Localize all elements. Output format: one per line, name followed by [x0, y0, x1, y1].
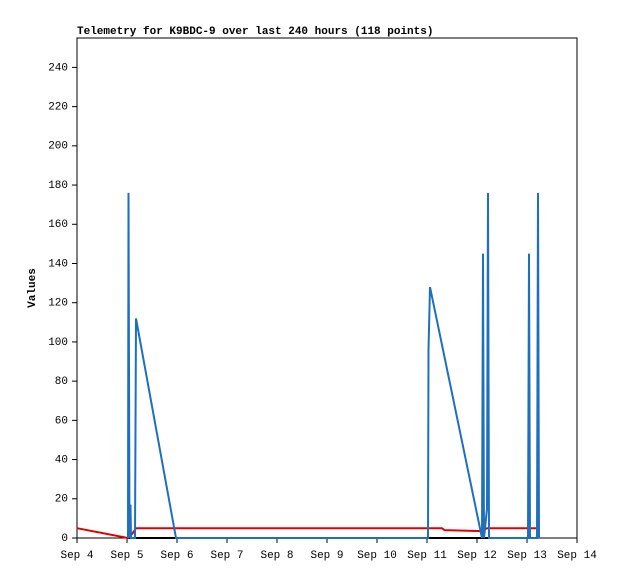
series-line	[127, 192, 540, 539]
x-tick-label: Sep 5	[110, 550, 143, 562]
y-tick-label: 120	[48, 298, 68, 310]
x-tick-label: Sep 6	[160, 550, 193, 562]
y-tick-label: 180	[48, 180, 68, 192]
y-tick-label: 60	[55, 415, 68, 427]
x-tick-label: Sep 14	[557, 550, 597, 562]
y-tick-label: 240	[48, 62, 68, 74]
y-tick-label: 220	[48, 102, 68, 114]
y-tick-label: 20	[55, 494, 68, 506]
x-tick-label: Sep 12	[457, 550, 497, 562]
y-tick-label: 0	[61, 533, 68, 545]
y-tick-label: 140	[48, 258, 68, 270]
x-tick-label: Sep 8	[260, 550, 293, 562]
chart-title: Telemetry for K9BDC-9 over last 240 hour…	[77, 26, 433, 38]
plot-frame	[76, 37, 578, 539]
x-tick-label: Sep 7	[210, 550, 243, 562]
y-tick-label: 40	[55, 454, 68, 466]
y-tick-label: 200	[48, 141, 68, 153]
y-tick-label: 160	[48, 219, 68, 231]
y-axis-label: Values	[27, 268, 39, 308]
x-tick-label: Sep 10	[357, 550, 397, 562]
x-tick-label: Sep 13	[507, 550, 547, 562]
series-line	[76, 527, 538, 540]
y-tick-label: 100	[48, 337, 68, 349]
x-tick-label: Sep 11	[407, 550, 447, 562]
x-tick-label: Sep 4	[60, 550, 93, 562]
y-tick-label: 80	[55, 376, 68, 388]
x-tick-label: Sep 9	[310, 550, 343, 562]
